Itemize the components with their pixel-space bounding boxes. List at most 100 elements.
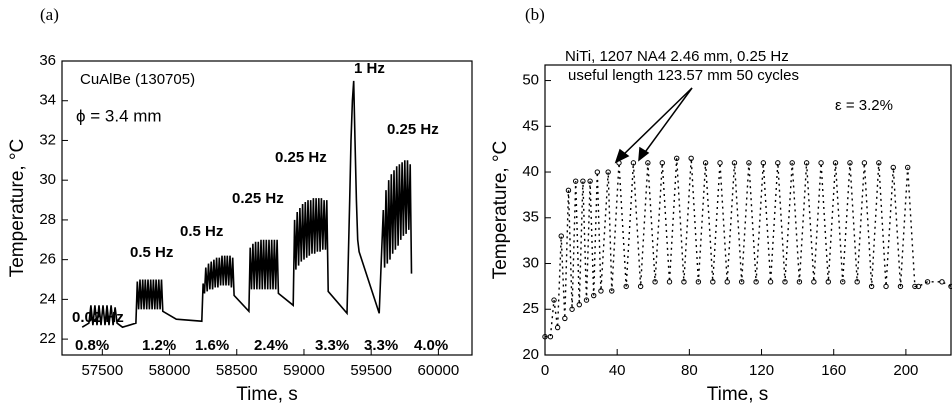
data-point xyxy=(717,160,723,166)
y-tick-label: 34 xyxy=(39,92,56,109)
x-axis-label: Time, s xyxy=(707,384,769,405)
data-point xyxy=(840,279,846,285)
data-point xyxy=(659,160,665,166)
x-axis-label: Time, s xyxy=(236,384,298,405)
annotation: 0.25 Hz xyxy=(232,190,284,207)
data-point xyxy=(890,164,896,171)
data-point xyxy=(587,178,593,184)
annotation: 0.25 Hz xyxy=(387,121,439,138)
data-point xyxy=(580,178,586,184)
x-tick-label: 57500 xyxy=(81,362,123,379)
data-point xyxy=(594,169,601,175)
data-point xyxy=(598,288,604,294)
y-tick-label: 30 xyxy=(39,171,56,188)
data-point xyxy=(731,160,738,166)
annotation: 3.3% xyxy=(364,337,398,354)
data-point xyxy=(645,160,651,166)
y-tick-label: 20 xyxy=(522,346,539,363)
x-tick-label: 59000 xyxy=(283,362,325,379)
data-point xyxy=(666,279,673,285)
data-point xyxy=(939,279,945,285)
y-tick-label: 40 xyxy=(522,163,539,180)
data-point xyxy=(724,279,730,285)
annotation: 4.0% xyxy=(414,337,448,354)
x-tick-label: 160 xyxy=(821,362,846,379)
data-point xyxy=(688,155,694,162)
data-point xyxy=(746,160,752,166)
plot-frame xyxy=(61,60,473,356)
y-tick-label: 24 xyxy=(39,290,56,307)
data-point xyxy=(803,160,810,166)
data-point xyxy=(609,288,615,294)
data-point xyxy=(818,160,824,166)
x-tick-label: 59500 xyxy=(350,362,392,379)
panel-label: (a) xyxy=(40,5,59,24)
data-point xyxy=(847,160,853,166)
data-point xyxy=(904,164,911,171)
data-line xyxy=(81,80,413,329)
data-point xyxy=(738,279,745,285)
y-tick-label: 25 xyxy=(522,300,539,317)
annotation: CuAlBe (130705) xyxy=(80,71,195,88)
annotation: 0.5 Hz xyxy=(130,244,173,261)
data-point xyxy=(591,292,597,299)
data-point xyxy=(562,315,568,322)
annotation: 0.5 Hz xyxy=(180,223,223,240)
data-point xyxy=(576,301,582,308)
y-tick-label: 22 xyxy=(39,330,56,347)
annotation: NiTi, 1207 NA4 2.46 mm, 0.25 Hz xyxy=(565,48,789,65)
data-point xyxy=(558,233,564,239)
y-axis-label: Temperature, °C xyxy=(490,141,511,280)
data-point xyxy=(760,160,767,166)
x-tick-label: 58000 xyxy=(149,362,191,379)
annotation: 0.25 Hz xyxy=(275,149,327,166)
data-point xyxy=(637,283,644,290)
data-point xyxy=(811,279,817,285)
y-tick-label: 45 xyxy=(522,117,539,134)
data-point xyxy=(652,279,658,285)
data-point xyxy=(796,279,803,285)
data-point xyxy=(630,160,637,166)
data-point xyxy=(861,160,868,166)
annotation: ε = 3.2% xyxy=(835,97,893,114)
annotation: 1 Hz xyxy=(354,60,385,77)
data-point xyxy=(897,283,904,290)
data-point xyxy=(695,279,702,285)
annotation: ϕ = 3.4 mm xyxy=(76,106,162,125)
data-point xyxy=(924,279,931,285)
data-point xyxy=(782,279,788,285)
data-point xyxy=(753,279,759,285)
data-trace xyxy=(545,158,952,338)
data-point xyxy=(825,279,831,285)
data-point xyxy=(554,324,561,331)
data-point xyxy=(854,279,860,285)
data-point xyxy=(569,306,575,312)
data-point xyxy=(583,297,590,303)
data-point xyxy=(702,160,709,166)
y-tick-label: 32 xyxy=(39,131,56,148)
annotation: 0.8% xyxy=(75,337,109,354)
data-point xyxy=(915,283,922,290)
data-point xyxy=(547,334,554,340)
data-point xyxy=(789,160,795,166)
data-point xyxy=(616,160,622,166)
annotation: 1.2% xyxy=(142,337,176,354)
data-point xyxy=(876,160,882,166)
y-tick-label: 30 xyxy=(522,254,539,271)
data-point xyxy=(542,334,548,340)
annotation: useful length 123.57 mm 50 cycles xyxy=(568,67,799,84)
x-tick-label: 200 xyxy=(893,362,918,379)
data-point xyxy=(775,160,781,166)
x-tick-label: 40 xyxy=(609,362,626,379)
data-point xyxy=(551,297,557,303)
y-tick-label: 26 xyxy=(39,251,56,268)
x-tick-label: 0 xyxy=(541,362,549,379)
y-tick-label: 35 xyxy=(522,209,539,226)
x-tick-label: 120 xyxy=(749,362,774,379)
data-point xyxy=(681,279,687,285)
data-point xyxy=(710,279,716,285)
annotation: 2.4% xyxy=(254,337,288,354)
data-point xyxy=(883,283,889,290)
data-point xyxy=(912,283,918,290)
